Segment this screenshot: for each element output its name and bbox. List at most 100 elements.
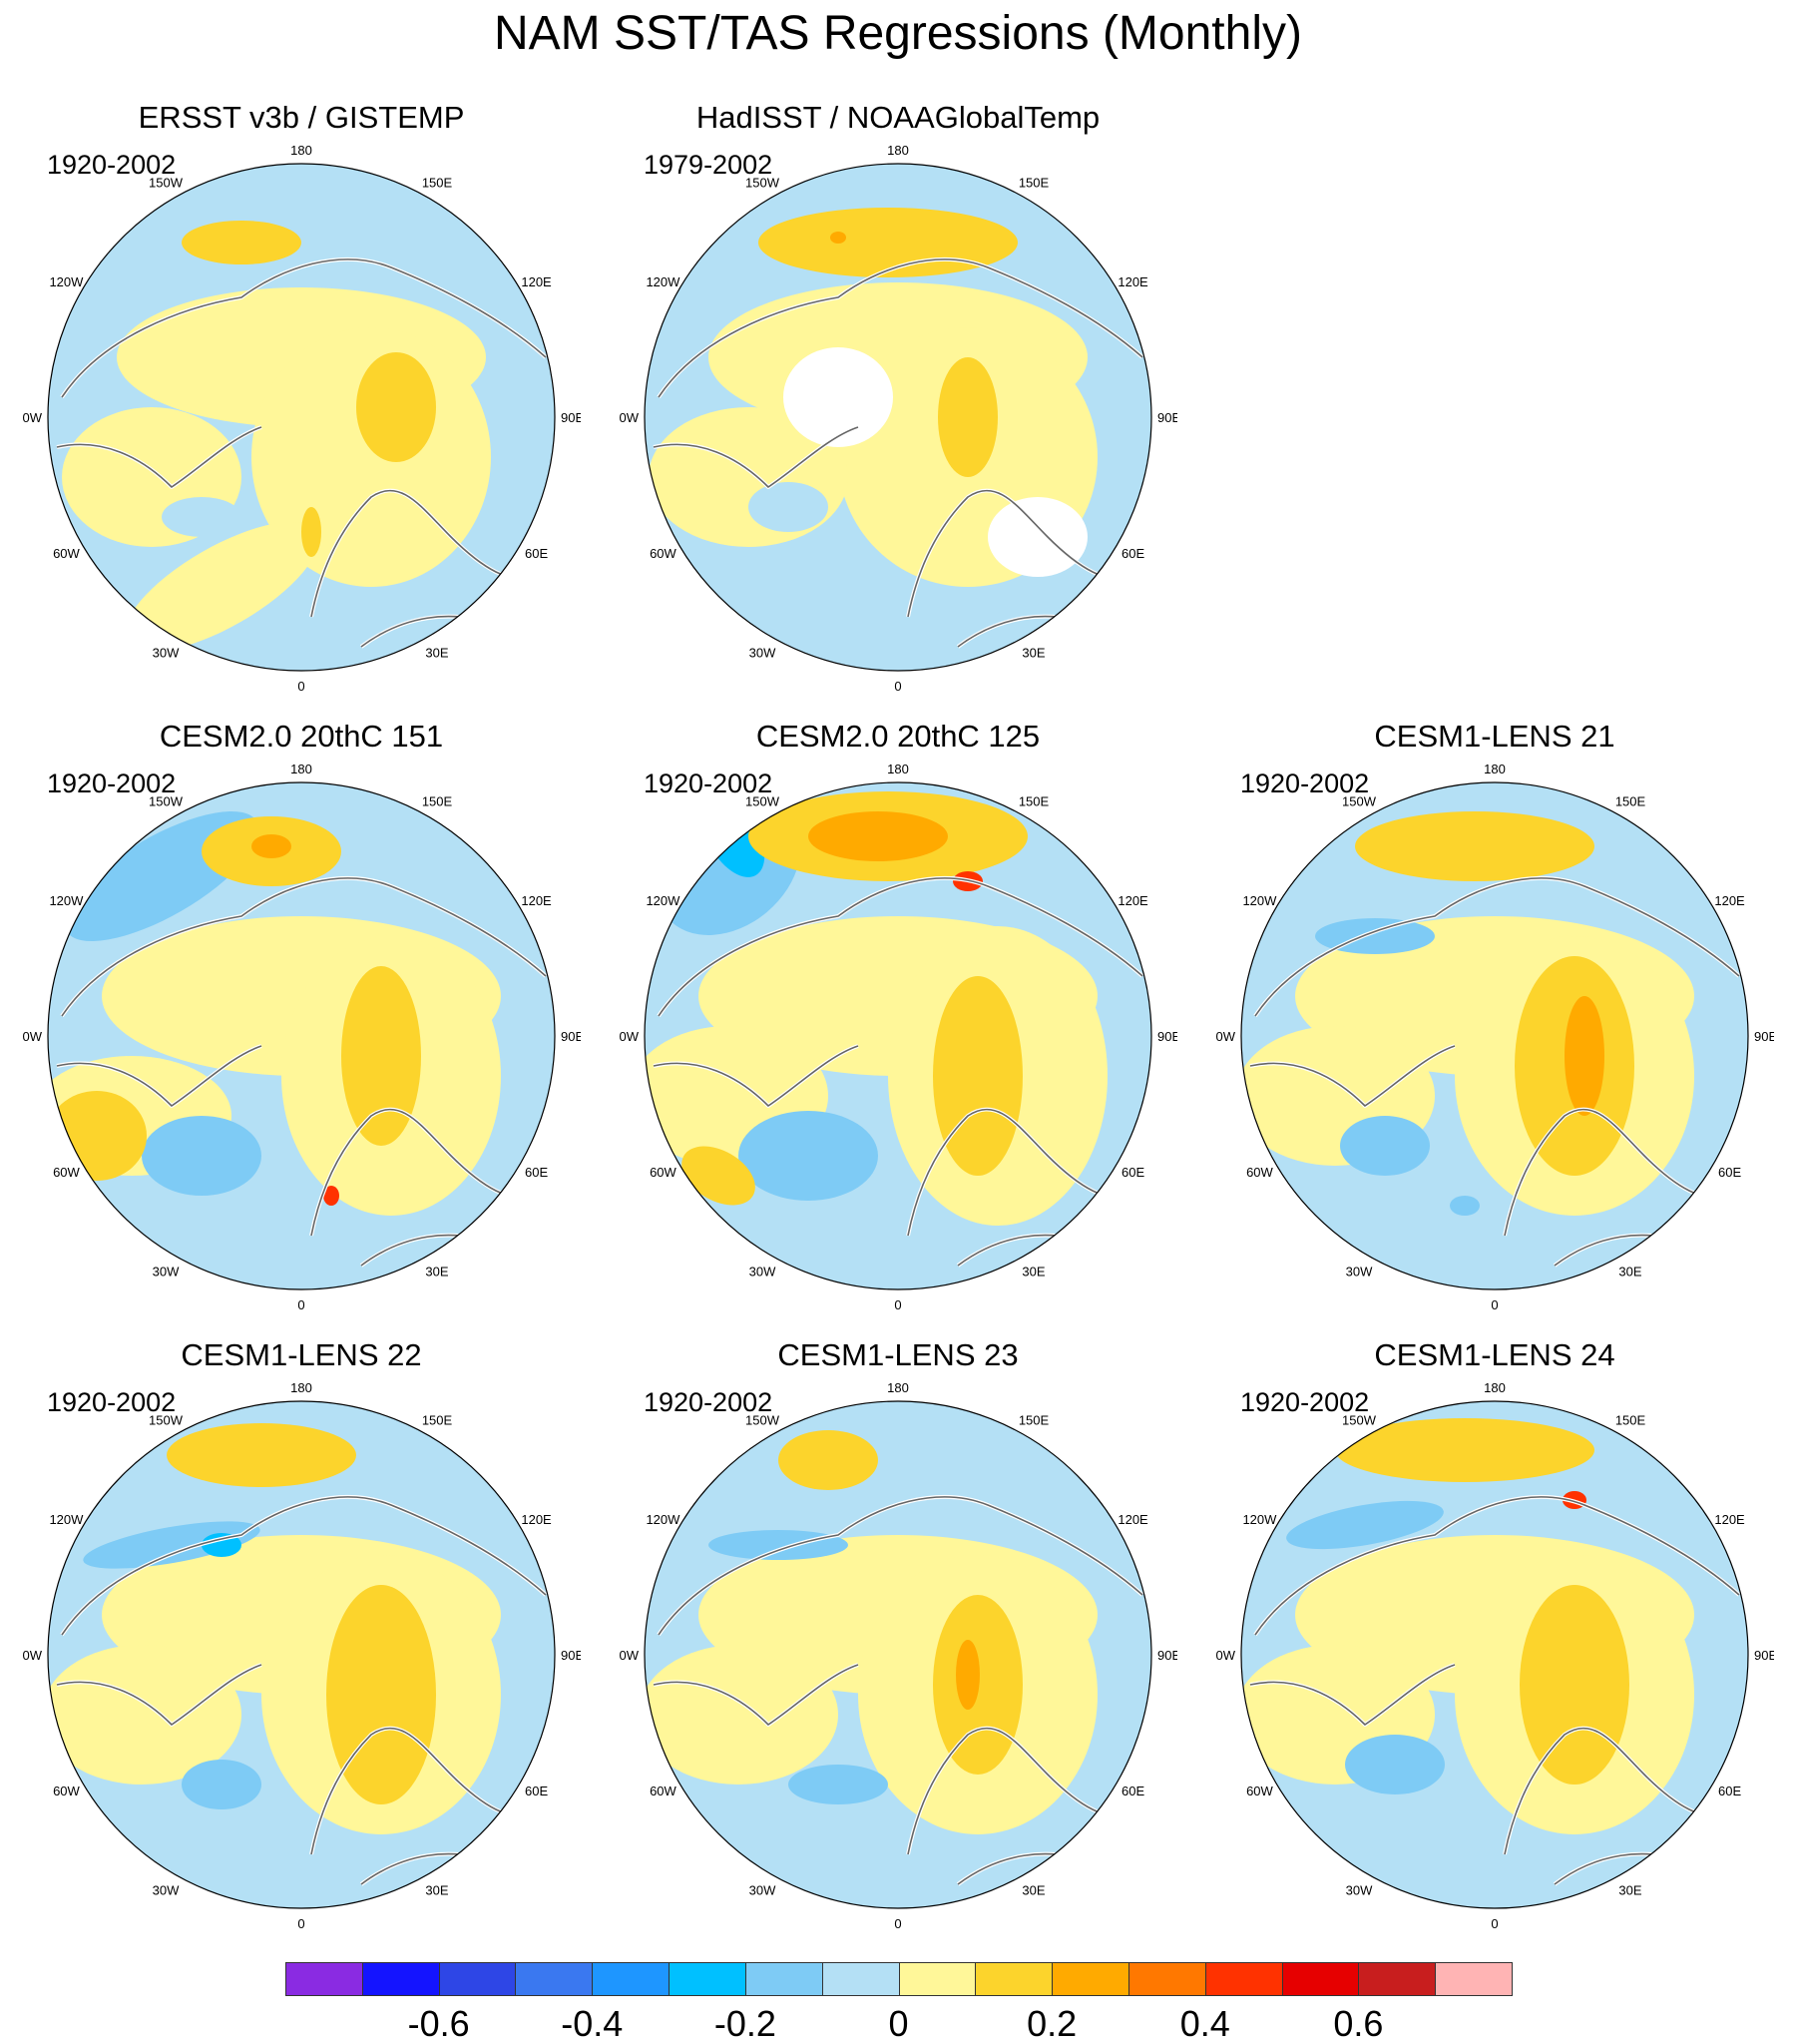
longitude-label: 60E <box>525 546 548 561</box>
longitude-label: 150W <box>149 1412 184 1427</box>
longitude-label: 60W <box>53 546 80 561</box>
longitude-label: 90W <box>22 1029 43 1044</box>
panel-period: 1920-2002 <box>644 768 773 798</box>
field-contour-region <box>162 497 241 537</box>
longitude-label: 30E <box>1022 646 1045 661</box>
longitude-label: 150W <box>745 1412 780 1427</box>
longitude-label: 60W <box>1246 1165 1273 1180</box>
polar-map: 180 150E 120E 90E 60E 30E 0 30W 60W 90W 120W 150W <box>22 762 581 1312</box>
longitude-label: 30W <box>749 1883 776 1898</box>
colorbar-swatch <box>975 1962 1054 1996</box>
longitude-label: 30W <box>153 1883 180 1898</box>
colorbar-swatch <box>1358 1962 1437 1996</box>
map-boundary <box>644 163 1152 672</box>
coastline <box>653 426 859 488</box>
colorbar-swatch <box>438 1962 517 1996</box>
field-contour-region <box>830 232 846 244</box>
map-boundary <box>47 1400 556 1909</box>
field-contour-region <box>1450 1196 1480 1216</box>
longitude-label: 120E <box>1118 893 1148 908</box>
polar-map: 180 150E 120E 90E 60E 30E 0 30W 60W 90W 120W 150W <box>619 1380 1177 1931</box>
longitude-label: 150E <box>1019 793 1050 808</box>
field-contour-region <box>988 497 1088 577</box>
longitude-label: 180 <box>1484 762 1506 776</box>
colorbar-tick-label: -0.6 <box>407 2003 470 2044</box>
map-panel: 180 150E 120E 90E 60E 30E 0 30W 60W 90W 120W 150W Ha… <box>619 100 1177 719</box>
coastline <box>1504 1727 1735 1855</box>
longitude-label: 120W <box>1242 893 1277 908</box>
colorbar-swatch <box>898 1962 977 1996</box>
field-contour-region <box>326 1585 436 1804</box>
coastline <box>56 1664 262 1726</box>
panel-title: CESM1-LENS 21 <box>1374 719 1615 754</box>
longitude-label: 150W <box>1342 793 1377 808</box>
map-boundary <box>644 1400 1152 1909</box>
field-contour-region <box>783 347 893 447</box>
map-boundary <box>644 781 1152 1290</box>
longitude-label: 60E <box>525 1165 548 1180</box>
longitude-label: 90W <box>619 410 640 425</box>
longitude-label: 150W <box>745 793 780 808</box>
longitude-label: 60E <box>1718 1784 1741 1798</box>
map-boundary <box>47 781 556 1290</box>
longitude-label: 90E <box>561 1648 581 1663</box>
field-contour-region <box>1335 1418 1594 1482</box>
longitude-label: 150W <box>149 175 184 190</box>
field-contour-region <box>808 811 948 861</box>
field-contour-region <box>1286 1500 1444 1550</box>
longitude-label: 180 <box>290 1380 312 1395</box>
field-contour-region <box>738 1111 878 1201</box>
panel-period: 1920-2002 <box>47 150 177 180</box>
longitude-label: 30E <box>1022 1265 1045 1279</box>
colorbar-swatch <box>1281 1962 1360 1996</box>
map-boundary <box>47 163 556 672</box>
longitude-label: 60E <box>1122 546 1144 561</box>
field-contour-region <box>356 352 436 462</box>
colorbar-swatch <box>1052 1962 1129 1996</box>
field-contour-region <box>167 1423 356 1487</box>
field-contour-region <box>708 1530 848 1560</box>
map-panel: 180 150E 120E 90E 60E 30E 0 30W 60W 90W 120W 150W CE… <box>1215 1337 1774 1956</box>
field-contour-region <box>1355 811 1594 881</box>
longitude-label: 90W <box>619 1029 640 1044</box>
colorbar-swatch <box>821 1962 900 1996</box>
panel-period: 1920-2002 <box>47 1387 177 1417</box>
longitude-label: 150E <box>1019 175 1050 190</box>
field-contour-region <box>341 966 421 1146</box>
coastline <box>907 1727 1138 1855</box>
panel-title: CESM1-LENS 24 <box>1374 1337 1615 1372</box>
map-panel: 180 150E 120E 90E 60E 30E 0 30W 60W 90W 120W 150W CE… <box>619 719 1177 1337</box>
coastline <box>1504 1108 1735 1237</box>
panel-title: CESM1-LENS 22 <box>181 1337 422 1372</box>
longitude-label: 180 <box>1484 1380 1506 1395</box>
polar-map: 180 150E 120E 90E 60E 30E 0 30W 60W 90W 120W 150W <box>619 762 1177 1312</box>
longitude-label: 30E <box>1022 1883 1045 1898</box>
panel-period: 1920-2002 <box>1240 1387 1370 1417</box>
field-contour-region <box>956 1640 980 1710</box>
field-contour-region <box>83 1521 260 1569</box>
longitude-label: 90W <box>22 410 43 425</box>
field-contour-region <box>933 976 1023 1176</box>
longitude-label: 120E <box>1714 1512 1745 1527</box>
field-contour-region <box>778 1430 878 1490</box>
polar-map: 180 150E 120E 90E 60E 30E 0 30W 60W 90W 120W 150W <box>1215 762 1774 1312</box>
figure-title: NAM SST/TAS Regressions (Monthly) <box>494 7 1302 60</box>
polar-map: 180 150E 120E 90E 60E 30E 0 30W 60W 90W 120W 150W <box>22 143 581 694</box>
longitude-label: 150E <box>422 1412 453 1427</box>
panel-title: HadISST / NOAAGlobalTemp <box>695 100 1101 135</box>
coastline <box>1249 1045 1456 1107</box>
field-contour-region <box>688 687 808 719</box>
polar-map: 180 150E 120E 90E 60E 30E 0 30W 60W 90W 120W 150W <box>22 1380 581 1931</box>
longitude-label: 90W <box>22 1648 43 1663</box>
longitude-label: 30W <box>749 646 776 661</box>
field-contour-region <box>938 357 998 477</box>
panel-title: CESM2.0 20thC 151 <box>159 719 444 754</box>
colorbar-tick-label: -0.4 <box>561 2003 624 2044</box>
longitude-label: 90E <box>561 1029 581 1044</box>
longitude-label: 60W <box>650 1165 676 1180</box>
longitude-label: 120E <box>1118 274 1148 289</box>
colorbar-swatch <box>361 1962 440 1996</box>
longitude-label: 120W <box>49 274 84 289</box>
colorbar-swatch <box>669 1962 746 1996</box>
map-panel: 180 150E 120E 90E 60E 30E 0 30W 60W 90W 120W 150W CE… <box>22 1337 581 1956</box>
